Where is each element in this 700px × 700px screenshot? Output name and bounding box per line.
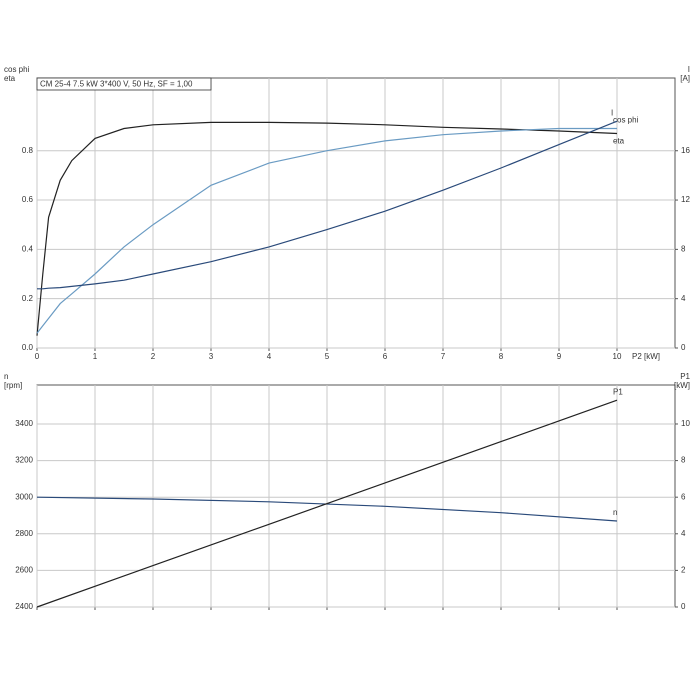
y-tick-label: 2600: [15, 566, 33, 575]
y-tick-label: 0.0: [22, 343, 34, 352]
series-line: [36, 399, 618, 608]
y-tick-label: 0.6: [22, 195, 34, 204]
series-label: eta: [613, 137, 625, 146]
y2-axis-label: P1: [680, 372, 690, 381]
x-tick-label: 1: [93, 352, 98, 361]
y2-tick-label: 0: [681, 343, 686, 352]
series-line: [37, 120, 618, 290]
x-tick-label: 6: [383, 352, 388, 361]
y2-tick-label: 6: [681, 492, 686, 501]
title-box: [36, 77, 212, 91]
series-label: cos phi: [613, 116, 639, 125]
y2-tick-label: 12: [681, 195, 690, 204]
y-tick-label: 3400: [15, 419, 33, 428]
y-tick-label: 3200: [15, 456, 33, 465]
y2-tick-label: 10: [681, 419, 690, 428]
y-tick-label: 2400: [15, 602, 33, 611]
chart-title: CM 25-4 7.5 kW 3*400 V, 50 Hz, SF = 1,00: [40, 80, 193, 89]
x-tick-label: 0: [35, 352, 40, 361]
y-axis-label: eta: [4, 74, 16, 83]
y2-axis-label: [A]: [680, 74, 690, 83]
x-tick-label: 4: [267, 352, 272, 361]
y-tick-label: 0.4: [22, 244, 34, 253]
series-label: I: [611, 108, 613, 117]
y-axis-label: cos phi: [4, 65, 30, 74]
plot-area: [36, 384, 676, 608]
plot-area: [36, 77, 676, 349]
y-axis-label: [rpm]: [4, 381, 22, 390]
y2-tick-label: 16: [681, 146, 690, 155]
y-tick-label: 3000: [15, 492, 33, 501]
x-tick-label: 2: [151, 352, 156, 361]
y2-tick-label: 0: [681, 602, 686, 611]
series-line: [36, 127, 617, 334]
x-axis-label: P2 [kW]: [632, 352, 660, 361]
series-line: [36, 121, 618, 336]
y-tick-label: 0.2: [22, 294, 34, 303]
series-label: P1: [613, 387, 623, 396]
y2-tick-label: 8: [681, 456, 686, 465]
y2-axis-label: [kW]: [674, 381, 690, 390]
x-tick-label: 7: [441, 352, 446, 361]
y2-tick-label: 2: [681, 566, 686, 575]
series-label: n: [613, 508, 617, 517]
x-tick-label: 9: [557, 352, 562, 361]
y2-tick-label: 4: [681, 294, 686, 303]
y-tick-label: 0.8: [22, 146, 34, 155]
x-tick-label: 10: [613, 352, 622, 361]
y-tick-label: 2800: [15, 529, 33, 538]
x-tick-label: 5: [325, 352, 330, 361]
x-tick-label: 8: [499, 352, 504, 361]
y2-tick-label: 8: [681, 244, 686, 253]
x-tick-label: 3: [209, 352, 214, 361]
y-axis-label: n: [4, 372, 8, 381]
y2-axis-label: I: [688, 65, 690, 74]
y2-tick-label: 4: [681, 529, 686, 538]
